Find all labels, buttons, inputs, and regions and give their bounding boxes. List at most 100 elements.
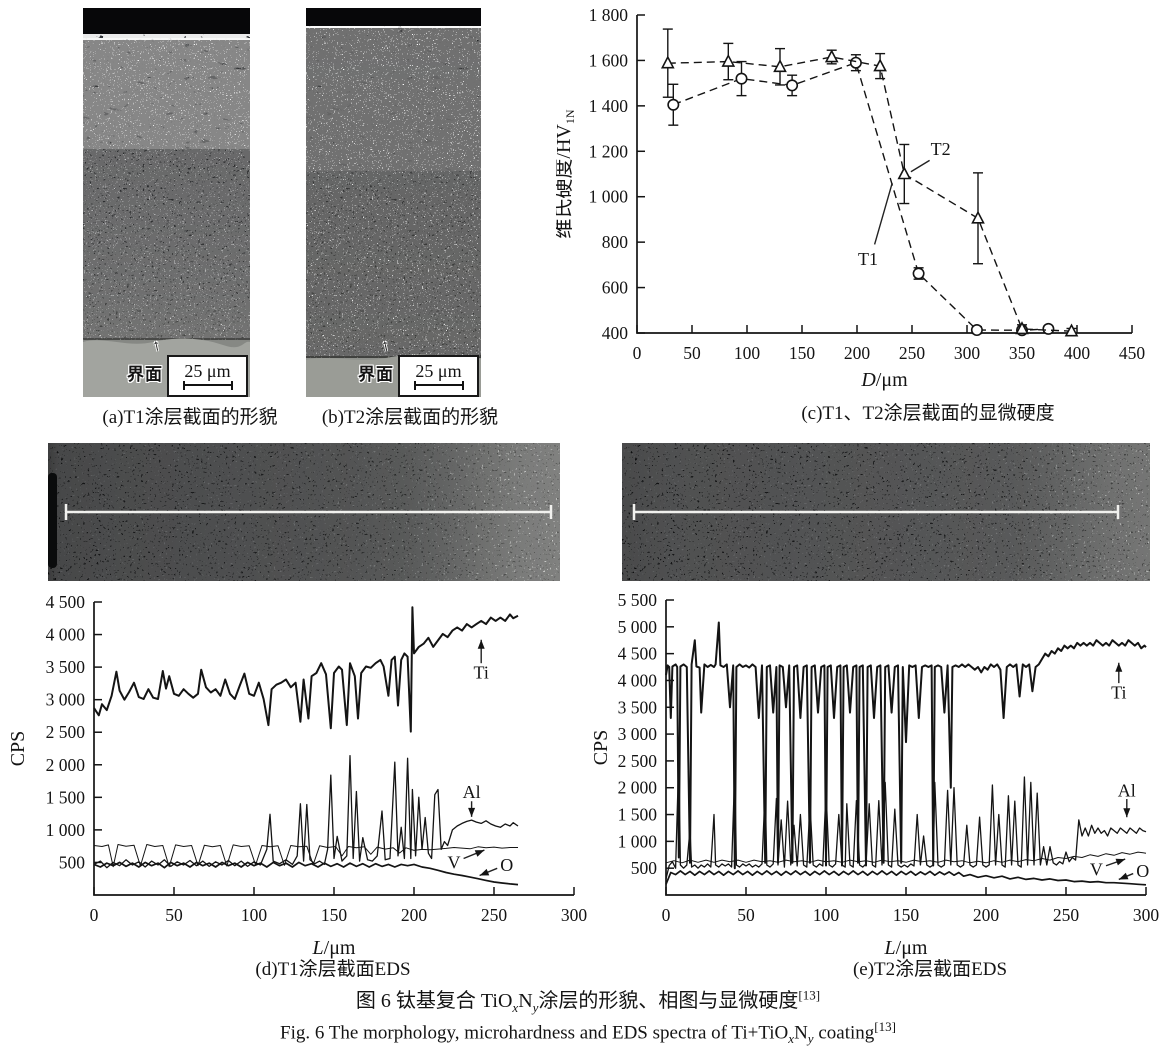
marker-triangle <box>1064 323 1079 337</box>
x-tick-label: 0 <box>90 905 99 925</box>
y-tick-label: 1 600 <box>589 50 629 70</box>
y-tick-label: 5 000 <box>618 617 658 637</box>
x-tick-label: 100 <box>813 905 840 925</box>
svg-text:Al: Al <box>1118 780 1136 800</box>
annotation-T1: T1 <box>858 182 893 269</box>
annotation-O: O <box>479 855 513 877</box>
x-tick-label: 200 <box>973 905 1000 925</box>
caption-en-sub-x: x <box>788 1031 795 1047</box>
x-tick-label: 150 <box>321 905 348 925</box>
y-tick-label: 2 000 <box>46 755 86 775</box>
marker-circle <box>970 324 983 337</box>
edge-shadow <box>48 473 57 568</box>
marker-triangle <box>897 166 912 180</box>
y-tick-label: 1 000 <box>46 820 86 840</box>
arrowhead-icon <box>1118 872 1129 880</box>
annotation-O: O <box>1118 861 1149 881</box>
svg-text:Ti: Ti <box>1111 682 1126 702</box>
x-tick-label: 0 <box>662 905 671 925</box>
x-axis-label: L/μm <box>312 937 356 959</box>
series-Al <box>93 755 519 869</box>
y-tick-label: 3 500 <box>618 697 658 717</box>
arrowhead-icon <box>479 868 490 876</box>
series-O <box>93 861 519 886</box>
caption-panel-c: (c)T1、T2涂层截面的显微硬度 <box>801 403 1055 424</box>
caption-en-text: Fig. 6 The morphology, microhardness and… <box>280 1022 789 1044</box>
marker-triangle <box>971 210 985 224</box>
axes: 0 50 100 150 200 250 300 500 1 000 1 500 2 000 2 50… <box>618 590 1160 925</box>
interface-label: 界面 <box>358 365 394 384</box>
x-tick-label: 300 <box>954 343 981 363</box>
scale-bar: 25 μm <box>167 355 248 397</box>
svg-text:O: O <box>500 855 513 875</box>
y-tick-label: 500 <box>631 858 658 878</box>
y-tick-label: 1 400 <box>589 96 629 116</box>
x-tick-label: 400 <box>1064 343 1091 363</box>
sem-panel-t2-cross-section: ↑ 界面 25 μm <box>306 8 481 397</box>
y-tick-label: 3 500 <box>46 657 86 677</box>
y-tick-label: 2 500 <box>618 751 658 771</box>
series-V <box>93 844 518 868</box>
y-tick-label: 2 000 <box>618 778 658 798</box>
sem-image-t2 <box>306 8 481 397</box>
svg-text:V: V <box>1090 859 1103 879</box>
caption-zh-text: 图 6 钛基复合 TiO <box>355 990 513 1012</box>
y-tick-label: 600 <box>602 278 629 298</box>
x-tick-label: 300 <box>1133 905 1160 925</box>
caption-panel-e: (e)T2涂层截面EDS <box>852 959 1008 980</box>
y-tick-label: 2 500 <box>46 722 86 742</box>
arrowhead-icon <box>1115 858 1126 866</box>
y-tick-label: 800 <box>602 232 629 252</box>
y-axis-label: CPS <box>7 731 29 767</box>
x-tick-label: 250 <box>899 343 926 363</box>
x-tick-label: 150 <box>789 343 816 363</box>
marker-triangle <box>873 58 887 72</box>
y-axis-label: CPS <box>590 730 612 766</box>
series-Ti <box>93 606 519 733</box>
y-tick-label: 5 500 <box>618 590 658 610</box>
figure-caption-zh: 图 6 钛基复合 TiOxNy涂层的形貌、相图与显微硬度[13] <box>355 987 821 1015</box>
x-tick-label: 300 <box>561 905 588 925</box>
caption-zh-reference: [13] <box>798 987 821 1003</box>
sem-image-t1 <box>83 8 250 397</box>
caption-panel-d: (d)T1涂层截面EDS <box>255 959 411 980</box>
annotation-Ti: Ti <box>1111 662 1126 702</box>
y-tick-label: 4 000 <box>46 625 86 645</box>
x-tick-label: 0 <box>633 343 642 363</box>
eds-chart-t1: 0 50 100 150 200 250 300 500 1 000 1 500 2 000 2 50… <box>7 592 588 959</box>
top-dark-band <box>83 8 250 34</box>
marker-circle <box>735 72 748 85</box>
y-tick-label: 3 000 <box>618 724 658 744</box>
x-tick-label: 150 <box>893 905 920 925</box>
scale-bar-line <box>413 381 464 390</box>
annotation-V: V <box>1090 858 1126 879</box>
x-axis-label: D/μm <box>860 369 908 391</box>
marker-triangle <box>660 55 675 69</box>
caption-panel-a: (a)T1涂层截面的形貌 <box>102 407 278 428</box>
marker-triangle <box>1015 321 1029 335</box>
x-tick-label: 50 <box>165 905 183 925</box>
annotation-V: V <box>448 849 485 872</box>
svg-text:Al: Al <box>463 782 481 802</box>
svg-text:T2: T2 <box>931 139 951 159</box>
series-O <box>665 870 1147 886</box>
caption-panel-b: (b)T2涂层截面的形貌 <box>321 407 499 428</box>
x-tick-label: 100 <box>734 343 761 363</box>
caption-en-reference: [13] <box>874 1019 896 1034</box>
eds-scan-image-t2 <box>622 443 1150 581</box>
series-T2 <box>660 28 1079 337</box>
x-tick-label: 350 <box>1009 343 1036 363</box>
arrowhead-icon <box>477 639 485 649</box>
sem-dark-speckle <box>306 28 481 358</box>
marker-triangle <box>824 49 839 63</box>
y-tick-label: 1 500 <box>46 787 86 807</box>
marker-circle <box>849 56 862 69</box>
y-tick-label: 3 000 <box>46 690 86 710</box>
series-Al <box>665 756 1147 880</box>
scale-bar-text: 25 μm <box>415 361 462 381</box>
x-tick-label: 250 <box>481 905 508 925</box>
y-tick-label: 1 800 <box>589 5 629 25</box>
eds-chart-t2: 0 50 100 150 200 250 300 500 1 000 1 500 2 000 2 50… <box>590 590 1160 959</box>
y-tick-label: 1 200 <box>589 141 629 161</box>
arrowhead-icon <box>1115 662 1123 672</box>
